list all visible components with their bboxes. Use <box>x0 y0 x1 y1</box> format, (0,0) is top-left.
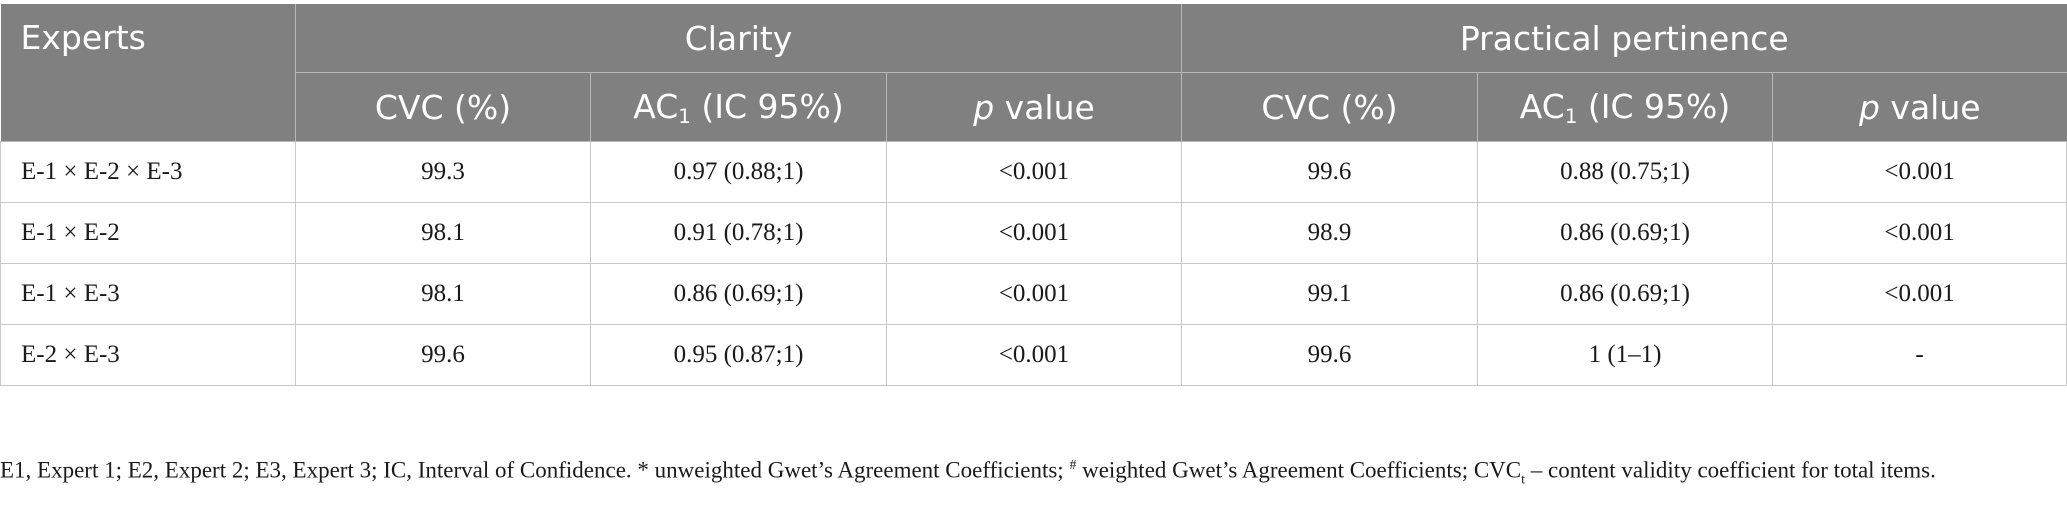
clarity-cvc-cell: 99.6 <box>295 324 591 386</box>
clarity-ac1-cell: 0.95 (0.87;1) <box>590 324 887 386</box>
ac-suffix: (IC 95%) <box>1577 86 1731 126</box>
practical-ac1-cell: 1 (1–1) <box>1477 324 1774 386</box>
practical-ac1-header: AC1 (IC 95%) <box>1477 72 1774 142</box>
clarity-p-value-cell: <0.001 <box>886 263 1183 325</box>
clarity-p-value-cell: <0.001 <box>886 141 1183 203</box>
experts-cell: E-2 × E-3 <box>0 324 296 386</box>
p-suffix: value <box>994 87 1095 127</box>
ac-prefix: AC <box>633 86 679 126</box>
practical-cvc-cell: 99.6 <box>1181 324 1479 386</box>
clarity-p-value-header: p value <box>886 72 1183 142</box>
table-row: E-1 × E-3 98.1 0.86 (0.69;1) <0.001 99.1… <box>0 263 2067 325</box>
practical-p-value-cell: <0.001 <box>1772 202 2067 264</box>
table-row: E-2 × E-3 99.6 0.95 (0.87;1) <0.001 99.6… <box>0 324 2067 386</box>
ac-subscript: 1 <box>678 104 691 128</box>
experts-cell: E-1 × E-2 × E-3 <box>0 141 296 203</box>
table-row: E-1 × E-2 98.1 0.91 (0.78;1) <0.001 98.9… <box>0 202 2067 264</box>
practical-cvc-cell: 98.9 <box>1181 202 1479 264</box>
header-row-metrics: CVC (%) AC1 (IC 95%) p value CVC (%) AC1… <box>1 72 2067 142</box>
practical-p-value-cell: <0.001 <box>1772 263 2067 325</box>
footnote-part-2: weighted Gwet’s Agreement Coefficients; … <box>1076 457 1522 483</box>
clarity-cvc-cell: 99.3 <box>295 141 591 203</box>
practical-p-value-header: p value <box>1772 72 2067 142</box>
practical-p-value-cell: - <box>1772 324 2067 386</box>
clarity-p-value-cell: <0.001 <box>886 324 1183 386</box>
clarity-header: Clarity <box>295 4 1183 73</box>
clarity-cvc-header: CVC (%) <box>295 72 591 142</box>
footnote-hash: # <box>1069 457 1077 472</box>
ac-prefix: AC <box>1519 86 1565 126</box>
practical-cvc-header: CVC (%) <box>1181 72 1479 142</box>
clarity-cvc-cell: 98.1 <box>295 202 591 264</box>
experts-cell: E-1 × E-2 <box>0 202 296 264</box>
clarity-ac1-cell: 0.97 (0.88;1) <box>590 141 887 203</box>
practical-ac1-cell: 0.88 (0.75;1) <box>1477 141 1774 203</box>
experts-header: Experts <box>0 4 296 142</box>
experts-cell: E-1 × E-3 <box>0 263 296 325</box>
practical-ac1-cell: 0.86 (0.69;1) <box>1477 202 1774 264</box>
ac-suffix: (IC 95%) <box>690 86 844 126</box>
agreement-table: Experts Clarity Practical pertinence CVC… <box>0 4 2067 386</box>
practical-cvc-cell: 99.1 <box>1181 263 1479 325</box>
table-footnote: E1, Expert 1; E2, Expert 2; E3, Expert 3… <box>0 448 2060 496</box>
clarity-ac1-header: AC1 (IC 95%) <box>590 72 887 142</box>
practical-cvc-cell: 99.6 <box>1181 141 1479 203</box>
practical-pertinence-header: Practical pertinence <box>1181 4 2067 73</box>
practical-ac1-cell: 0.86 (0.69;1) <box>1477 263 1774 325</box>
practical-p-value-cell: <0.001 <box>1772 141 2067 203</box>
footnote-subscript-t: t <box>1521 471 1525 487</box>
footnote-part-3: – content validity coefficient for total… <box>1524 457 1936 483</box>
ac-subscript: 1 <box>1564 104 1578 128</box>
clarity-ac1-cell: 0.86 (0.69;1) <box>590 263 887 325</box>
header-row-groups: Experts Clarity Practical pertinence <box>0 4 2067 142</box>
clarity-p-value-cell: <0.001 <box>886 202 1183 264</box>
p-italic: p <box>1858 87 1880 127</box>
p-italic: p <box>973 87 995 127</box>
clarity-cvc-cell: 98.1 <box>295 263 591 325</box>
footnote-part-1: E1, Expert 1; E2, Expert 2; E3, Expert 3… <box>0 457 1070 483</box>
p-suffix: value <box>1879 87 1981 127</box>
clarity-ac1-cell: 0.91 (0.78;1) <box>590 202 887 264</box>
table-row: E-1 × E-2 × E-3 99.3 0.97 (0.88;1) <0.00… <box>0 141 2067 203</box>
